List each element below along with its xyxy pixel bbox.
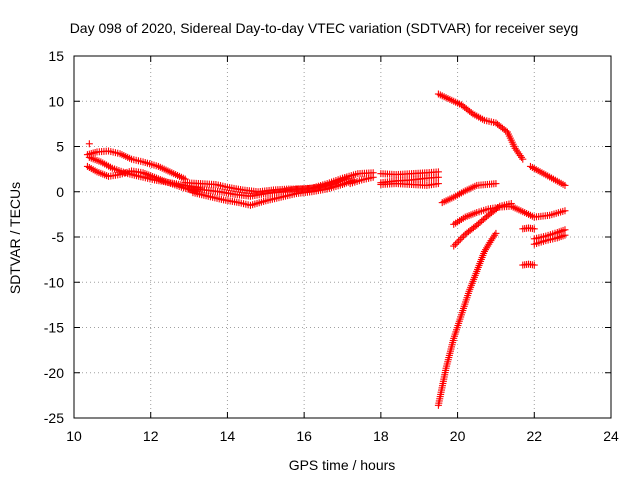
data-point — [492, 229, 500, 237]
data-point — [85, 140, 93, 148]
data-point — [460, 232, 468, 240]
data-point — [369, 173, 377, 181]
y-tick-labels: 15 10 5 0 -5 -10 -15 -20 -25 — [44, 48, 64, 426]
y-tick-label: -20 — [44, 365, 64, 381]
data-point — [492, 180, 500, 188]
data-point — [451, 240, 459, 248]
x-tick-label: 20 — [450, 428, 466, 444]
data-point — [434, 180, 442, 188]
y-tick-label: -5 — [52, 229, 65, 245]
data-point — [507, 200, 515, 208]
data-point — [456, 235, 464, 243]
data-point — [453, 239, 461, 247]
x-tick-label: 14 — [220, 428, 236, 444]
data-point — [561, 226, 569, 234]
data-point — [494, 204, 502, 212]
data-point — [530, 261, 538, 269]
x-tick-label: 12 — [143, 428, 159, 444]
data-point — [561, 207, 569, 215]
data-point — [467, 109, 475, 117]
y-tick-label: 15 — [48, 48, 64, 64]
y-tick-label: 5 — [56, 139, 64, 155]
grid — [74, 56, 611, 418]
x-tick-label: 18 — [373, 428, 389, 444]
data-point — [434, 173, 442, 181]
y-tick-label: -10 — [44, 274, 64, 290]
data-points — [83, 90, 569, 409]
x-tick-label: 16 — [296, 428, 312, 444]
x-tick-labels: 10 12 14 16 18 20 22 24 — [66, 428, 619, 444]
data-point — [519, 155, 527, 163]
y-axis-label: SDTVAR / TECUs — [7, 182, 23, 294]
x-tick-label: 10 — [66, 428, 82, 444]
data-point — [455, 237, 463, 245]
data-point — [530, 225, 538, 233]
data-point — [458, 234, 466, 242]
axis-ticks — [73, 55, 612, 419]
x-axis-label: GPS time / hours — [289, 457, 396, 473]
chart-title: Day 098 of 2020, Sidereal Day-to-day VTE… — [70, 20, 579, 36]
x-tick-label: 22 — [526, 428, 542, 444]
data-point — [561, 181, 569, 189]
x-tick-label: 24 — [603, 428, 619, 444]
y-tick-label: 10 — [48, 93, 64, 109]
data-point — [450, 242, 458, 250]
y-tick-label: -15 — [44, 320, 64, 336]
y-tick-label: -25 — [44, 410, 64, 426]
y-tick-label: 0 — [56, 184, 64, 200]
